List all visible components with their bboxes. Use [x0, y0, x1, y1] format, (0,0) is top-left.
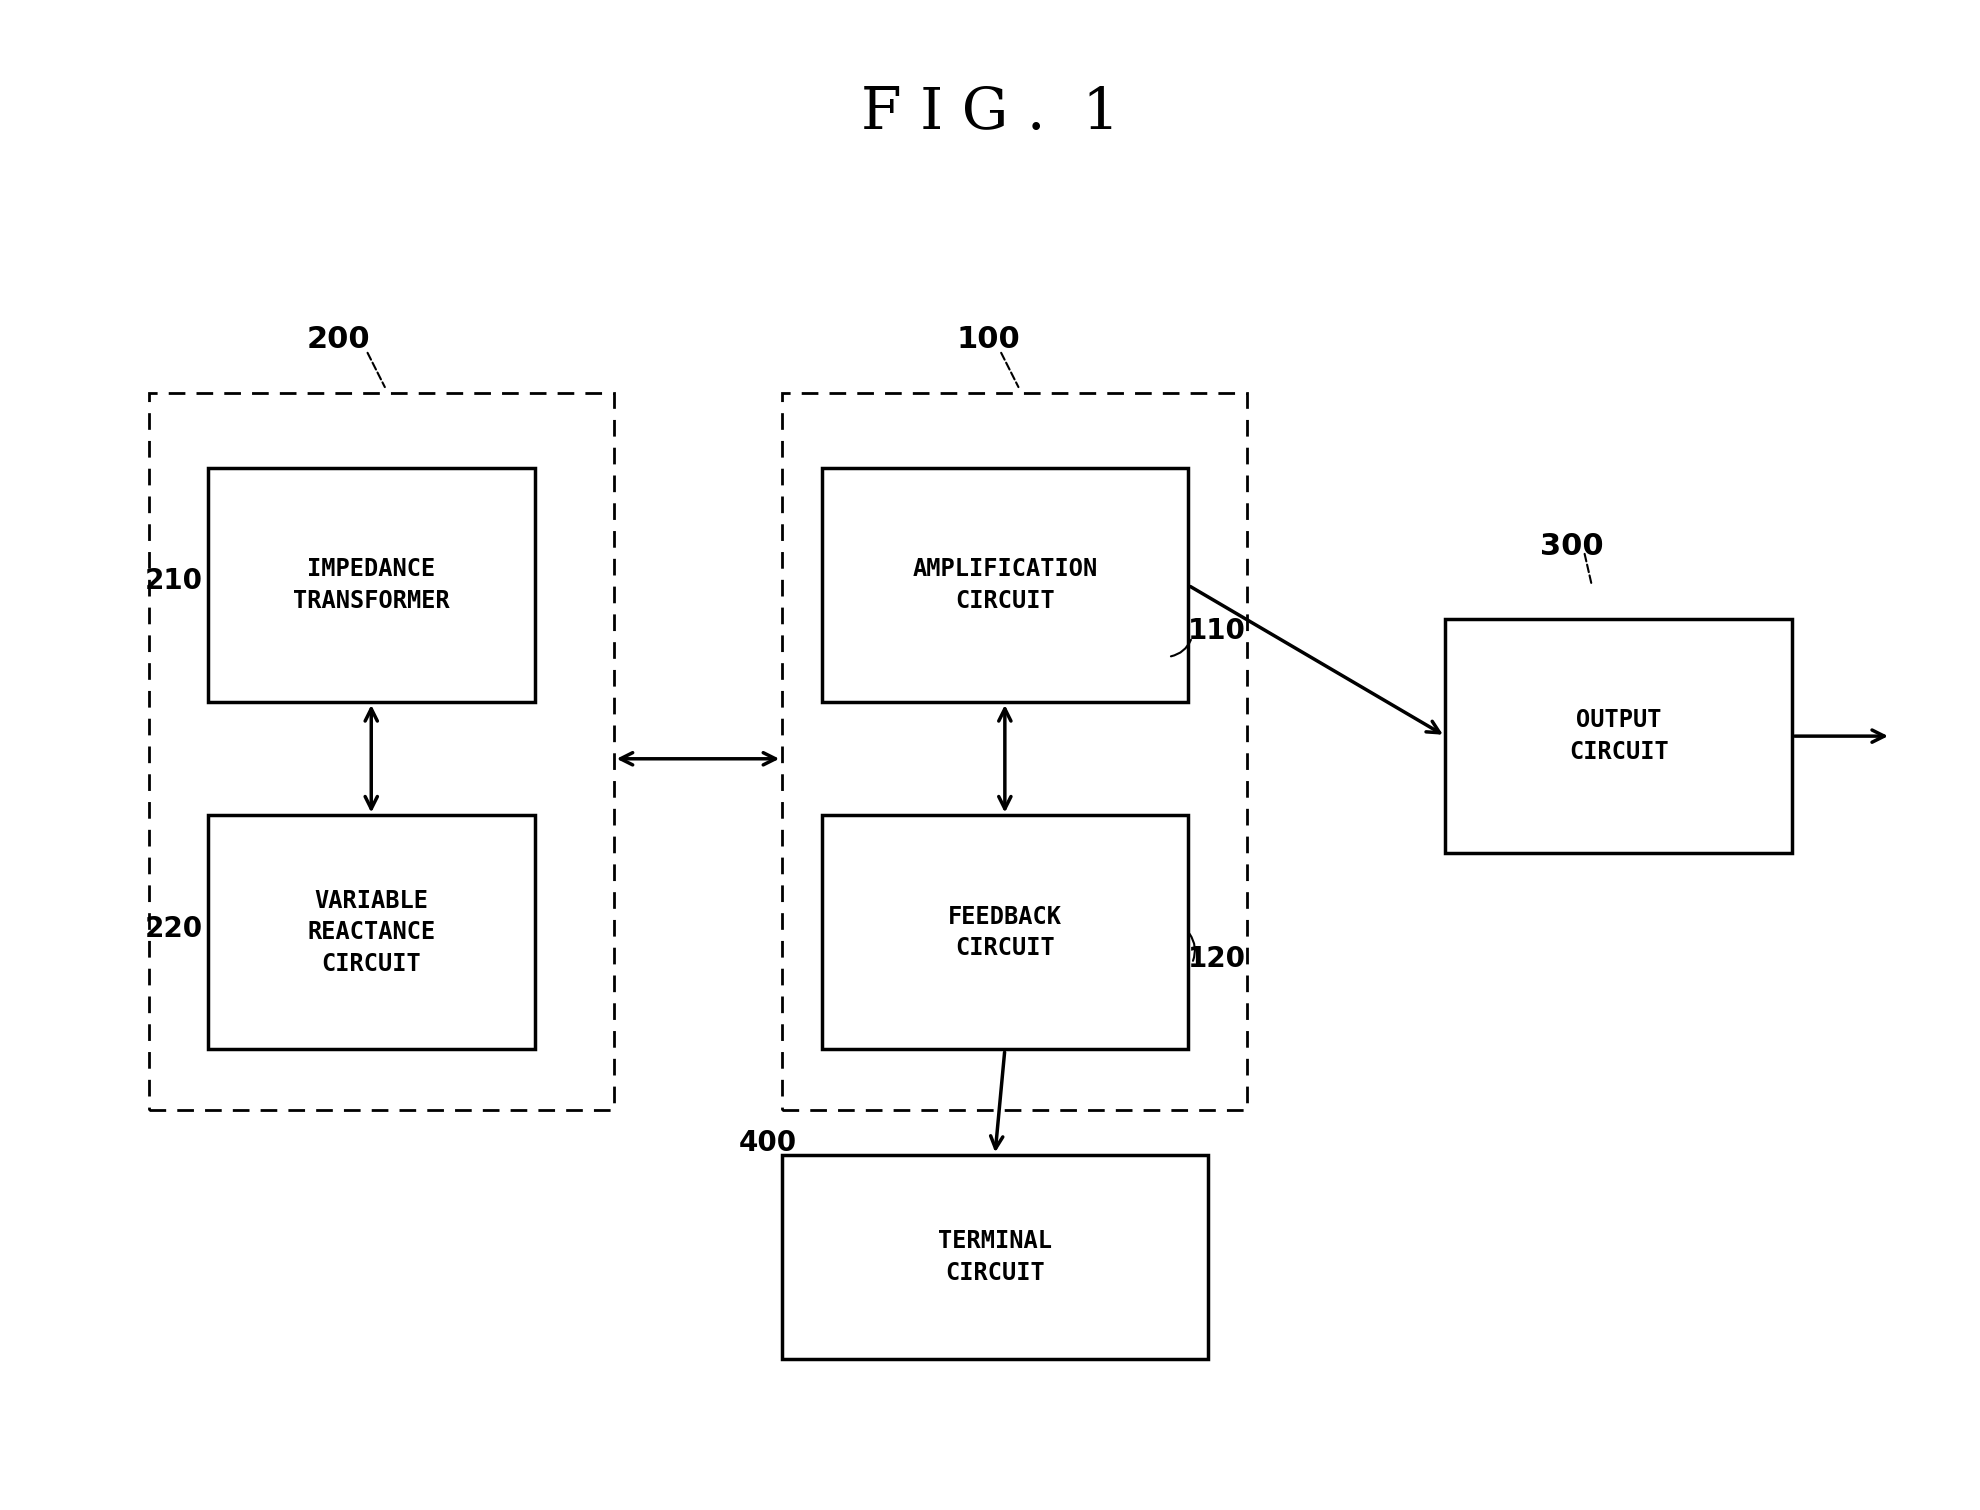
- Bar: [208, 815, 535, 1049]
- Text: AMPLIFICATION
CIRCUIT: AMPLIFICATION CIRCUIT: [913, 557, 1097, 613]
- Text: 120: 120: [1188, 945, 1245, 972]
- Bar: [782, 393, 1247, 1110]
- Bar: [822, 468, 1188, 702]
- Text: F I G .  1: F I G . 1: [861, 85, 1119, 142]
- Text: 210: 210: [145, 568, 202, 595]
- Text: FEEDBACK
CIRCUIT: FEEDBACK CIRCUIT: [948, 904, 1061, 960]
- Bar: [822, 815, 1188, 1049]
- Text: 300: 300: [1540, 532, 1604, 562]
- Bar: [1445, 619, 1792, 853]
- Text: 100: 100: [956, 325, 1020, 355]
- Text: TERMINAL
CIRCUIT: TERMINAL CIRCUIT: [939, 1229, 1051, 1285]
- Text: IMPEDANCE
TRANSFORMER: IMPEDANCE TRANSFORMER: [293, 557, 449, 613]
- Text: 110: 110: [1188, 618, 1245, 645]
- Text: 200: 200: [307, 325, 370, 355]
- Text: VARIABLE
REACTANCE
CIRCUIT: VARIABLE REACTANCE CIRCUIT: [307, 889, 436, 975]
- Text: 220: 220: [145, 915, 202, 942]
- Text: OUTPUT
CIRCUIT: OUTPUT CIRCUIT: [1568, 708, 1669, 764]
- Bar: [148, 393, 614, 1110]
- Bar: [208, 468, 535, 702]
- Bar: [782, 1155, 1208, 1359]
- Text: 400: 400: [739, 1129, 796, 1157]
